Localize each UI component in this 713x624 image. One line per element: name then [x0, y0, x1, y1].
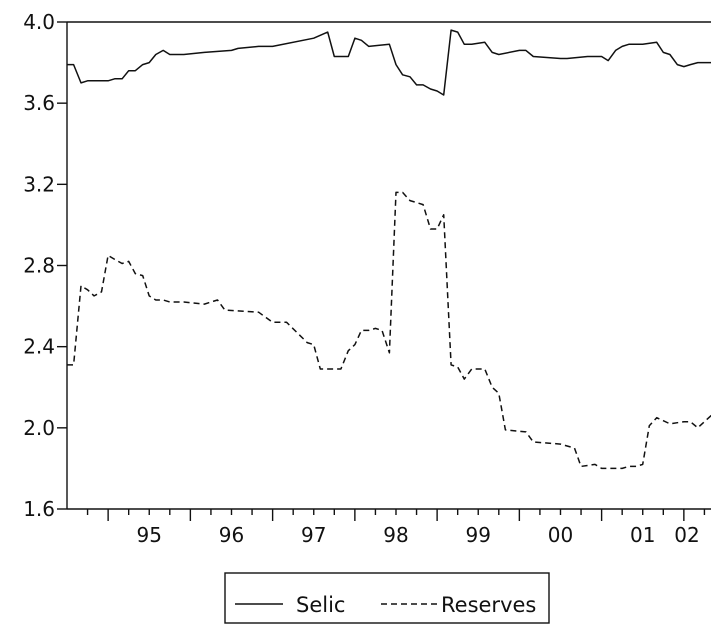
legend-box	[224, 572, 550, 624]
x-axis: 95 96 97 98 99 00 01 02	[86, 509, 706, 547]
legend-label-selic: Selic	[296, 593, 345, 617]
series-line-selic	[67, 29, 711, 96]
legend: Selic Reserves	[224, 572, 550, 624]
y-tick-label: 2.8	[23, 254, 55, 278]
y-tick-label: 2.0	[23, 416, 55, 440]
x-tick-label: 96	[219, 523, 244, 547]
x-tick-label: 95	[137, 523, 162, 547]
x-tick-label: 00	[548, 523, 573, 547]
x-tick-label: 98	[383, 523, 408, 547]
x-tick-label: 02	[674, 523, 699, 547]
plot-area	[66, 21, 711, 510]
legend-label-reserves: Reserves	[441, 593, 536, 617]
series-line-reserves	[67, 191, 711, 470]
y-tick-label: 3.6	[23, 91, 55, 115]
y-tick-label: 1.6	[23, 497, 55, 521]
y-tick-label: 4.0	[23, 10, 55, 34]
y-axis: 1.6 2.0 2.4 2.8 3.2 3.6 4.0	[23, 10, 67, 521]
series-layer	[67, 29, 711, 470]
y-tick-label: 2.4	[23, 335, 55, 359]
x-tick-label: 99	[466, 523, 491, 547]
y-tick-label: 3.2	[23, 172, 55, 196]
x-tick-label: 01	[630, 523, 655, 547]
x-tick-label: 97	[301, 523, 326, 547]
